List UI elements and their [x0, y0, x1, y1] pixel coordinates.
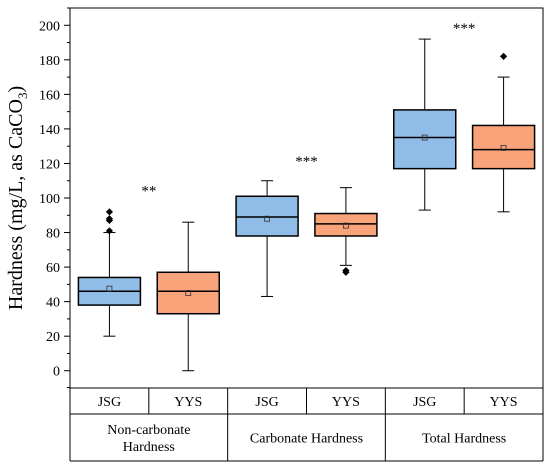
group-label: Non-carbonate: [107, 423, 190, 438]
category-label: YYS: [490, 395, 518, 410]
y-tick-label: 160: [39, 88, 60, 103]
significance-label: ***: [295, 154, 318, 170]
significance-label: **: [141, 183, 156, 199]
y-tick-label: 120: [39, 157, 60, 172]
y-tick-label: 0: [53, 365, 60, 380]
group-label: Total Hardness: [422, 432, 506, 447]
category-label: YYS: [332, 395, 360, 410]
box-yys: [471, 124, 536, 170]
outlier-point: [499, 52, 508, 60]
box-jsg: [393, 109, 457, 170]
category-label: JSG: [98, 395, 121, 410]
significance-label: ***: [453, 21, 476, 37]
y-tick-label: 100: [39, 192, 60, 207]
mean-marker: [343, 222, 349, 229]
category-label: JSG: [413, 395, 436, 410]
category-label: YYS: [174, 395, 202, 410]
mean-marker: [421, 134, 428, 141]
mean-marker: [500, 145, 507, 151]
box-yys: [156, 271, 220, 315]
outlier-point: [105, 208, 114, 216]
group-label: Carbonate Hardness: [250, 432, 363, 447]
y-tick-label: 140: [39, 123, 60, 138]
y-axis-label: Hardness (mg/L, as CaCO3): [5, 86, 30, 310]
y-tick-label: 40: [46, 296, 60, 311]
y-tick-label: 200: [39, 19, 60, 34]
y-tick-label: 60: [46, 261, 60, 276]
mean-marker: [106, 285, 113, 292]
y-axis-label-close: ): [5, 86, 27, 93]
mean-marker: [185, 290, 192, 296]
category-label: JSG: [255, 395, 278, 410]
box-yys: [314, 212, 378, 237]
group-label: Hardness: [123, 440, 175, 455]
y-tick-label: 80: [46, 227, 60, 242]
y-axis-label-subscript: 3: [15, 93, 30, 100]
y-axis-label-main: Hardness (mg/L, as CaCO: [5, 99, 27, 310]
outlier-point: [105, 227, 114, 235]
outlier-point: [342, 266, 350, 275]
outlier-point: [105, 215, 114, 223]
y-tick-label: 180: [39, 54, 60, 69]
y-tick-label: 20: [46, 330, 60, 345]
mean-marker: [264, 215, 270, 222]
